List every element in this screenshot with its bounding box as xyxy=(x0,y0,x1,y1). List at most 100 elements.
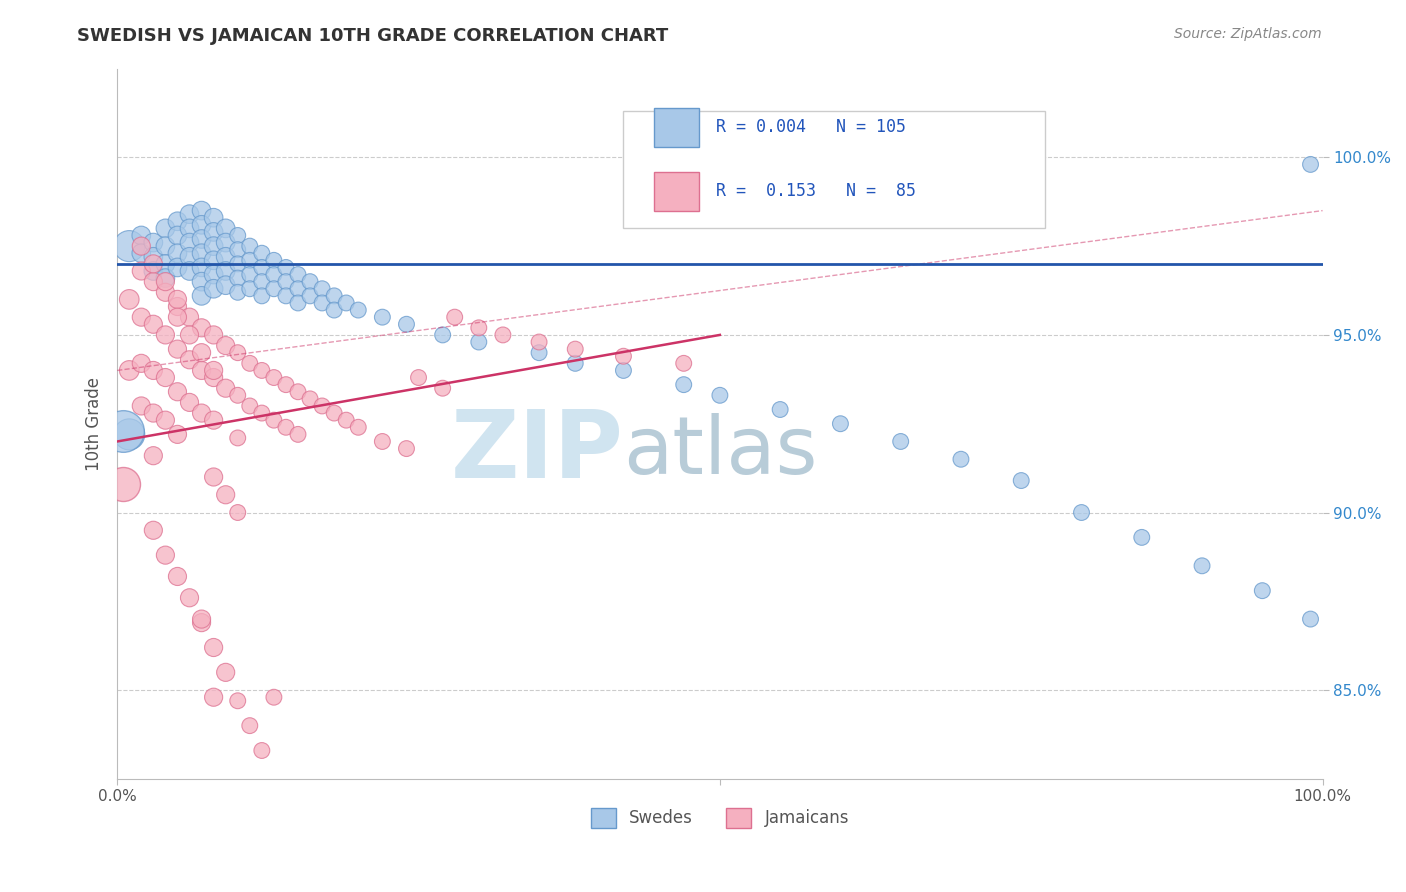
Point xyxy=(432,327,454,342)
Point xyxy=(263,253,285,268)
Point xyxy=(250,289,273,303)
Point xyxy=(155,413,177,427)
Point xyxy=(166,310,188,325)
Point xyxy=(769,402,792,417)
Point xyxy=(190,246,212,260)
Point xyxy=(190,612,212,626)
Point xyxy=(443,310,465,325)
Point xyxy=(215,235,238,250)
Text: atlas: atlas xyxy=(623,413,818,491)
Point xyxy=(274,275,297,289)
Point xyxy=(179,310,201,325)
Point xyxy=(129,356,152,370)
Point xyxy=(323,406,346,420)
Point xyxy=(155,221,177,235)
Point xyxy=(949,452,972,467)
Point xyxy=(190,203,212,218)
Point xyxy=(190,289,212,303)
Point xyxy=(118,239,141,253)
Point xyxy=(202,253,225,268)
Point xyxy=(299,289,322,303)
Point xyxy=(155,548,177,562)
Point xyxy=(395,442,418,456)
Point xyxy=(202,470,225,484)
FancyBboxPatch shape xyxy=(623,112,1045,228)
Bar xyxy=(654,108,699,146)
Y-axis label: 10th Grade: 10th Grade xyxy=(86,376,103,471)
Point xyxy=(250,260,273,275)
Point xyxy=(468,321,491,335)
Point xyxy=(239,399,262,413)
Point xyxy=(190,260,212,275)
Point xyxy=(263,268,285,282)
Text: ZIP: ZIP xyxy=(450,406,623,498)
Text: Source: ZipAtlas.com: Source: ZipAtlas.com xyxy=(1174,27,1322,41)
Point xyxy=(527,334,550,349)
Point xyxy=(287,296,309,310)
Point xyxy=(202,370,225,384)
Point xyxy=(202,268,225,282)
Point xyxy=(179,352,201,367)
Point xyxy=(226,506,249,520)
Point xyxy=(155,271,177,285)
Point xyxy=(672,377,695,392)
Point xyxy=(299,275,322,289)
Point xyxy=(226,388,249,402)
Point xyxy=(226,345,249,359)
Point xyxy=(263,690,285,705)
Point xyxy=(166,384,188,399)
Text: R = 0.004   N = 105: R = 0.004 N = 105 xyxy=(716,118,907,136)
Point xyxy=(263,282,285,296)
Point xyxy=(155,275,177,289)
Bar xyxy=(654,171,699,211)
Point xyxy=(190,345,212,359)
Point xyxy=(166,260,188,275)
Point xyxy=(564,356,586,370)
Point xyxy=(250,246,273,260)
Point xyxy=(166,569,188,583)
Point xyxy=(129,228,152,243)
Point xyxy=(155,327,177,342)
Point xyxy=(239,282,262,296)
Point xyxy=(142,363,165,377)
Text: SWEDISH VS JAMAICAN 10TH GRADE CORRELATION CHART: SWEDISH VS JAMAICAN 10TH GRADE CORRELATI… xyxy=(77,27,669,45)
Point xyxy=(492,327,515,342)
Point xyxy=(190,363,212,377)
Point xyxy=(1299,157,1322,171)
Point xyxy=(118,363,141,377)
Point xyxy=(274,377,297,392)
Point xyxy=(202,413,225,427)
Point xyxy=(274,289,297,303)
Point xyxy=(129,239,152,253)
Point xyxy=(179,221,201,235)
Point xyxy=(323,289,346,303)
Point xyxy=(263,370,285,384)
Point xyxy=(166,293,188,307)
Point xyxy=(166,214,188,228)
Point xyxy=(142,264,165,278)
Point xyxy=(890,434,912,449)
Point xyxy=(202,327,225,342)
Point xyxy=(709,388,731,402)
Point xyxy=(371,434,394,449)
Point xyxy=(371,310,394,325)
Point xyxy=(190,218,212,232)
Point xyxy=(287,427,309,442)
Point xyxy=(335,413,357,427)
Point xyxy=(830,417,852,431)
Point xyxy=(112,477,135,491)
Point xyxy=(142,275,165,289)
Point xyxy=(129,246,152,260)
Point xyxy=(118,293,141,307)
Point xyxy=(202,282,225,296)
Point xyxy=(527,345,550,359)
Point xyxy=(226,285,249,300)
Point xyxy=(202,211,225,225)
Point xyxy=(129,264,152,278)
Point xyxy=(215,665,238,680)
Point xyxy=(226,694,249,708)
Point xyxy=(672,356,695,370)
Point xyxy=(432,381,454,395)
Point xyxy=(142,250,165,264)
Point xyxy=(1251,583,1274,598)
